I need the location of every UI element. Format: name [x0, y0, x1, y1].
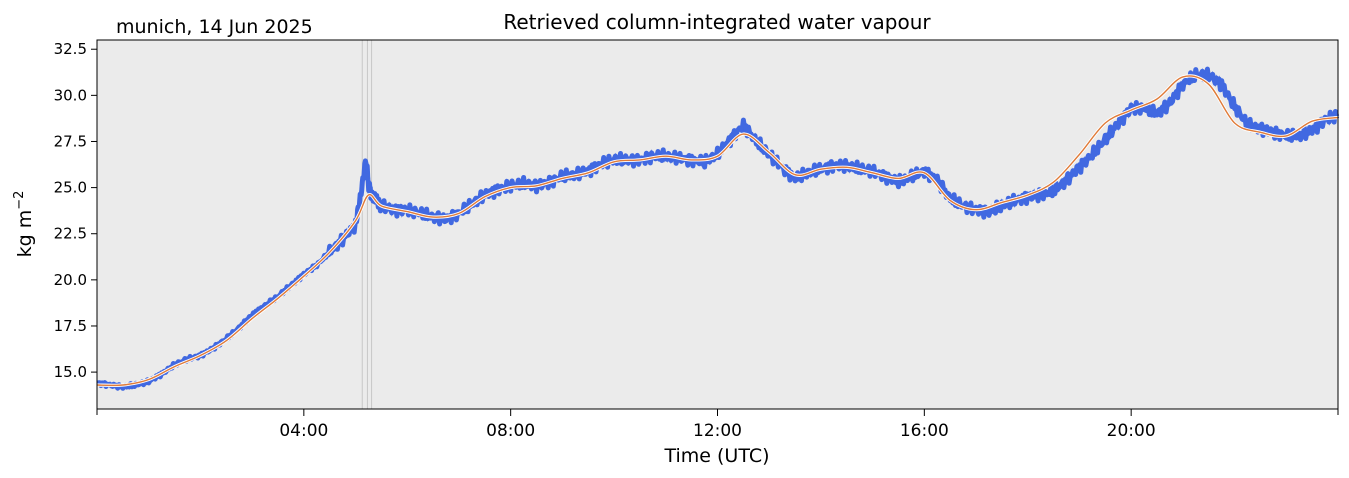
y-axis-title-exponent: −2 — [12, 191, 27, 210]
y-tick-label-4: 25.0 — [54, 179, 87, 197]
x-axis-title: Time (UTC) — [663, 445, 769, 467]
x-tick-label-0: 04:00 — [279, 421, 328, 441]
x-tick-label-1: 08:00 — [486, 421, 535, 441]
y-axis-title-base: kg m — [14, 210, 36, 258]
flag-lines — [361, 40, 373, 409]
series-layer — [95, 66, 1340, 391]
y-tick-label-1: 17.5 — [54, 317, 87, 335]
site-date-label: munich, 14 Jun 2025 — [116, 16, 313, 38]
y-tick-label-7: 32.5 — [54, 40, 87, 58]
x-tick-label-2: 12:00 — [693, 421, 742, 441]
x-axis: 04:00 08:00 12:00 16:00 20:00 — [96, 409, 1339, 441]
plot-area — [97, 40, 1338, 409]
y-tick-label-2: 20.0 — [54, 271, 87, 289]
y-tick-label-6: 30.0 — [54, 86, 87, 104]
series-smoothed-line — [96, 75, 1339, 387]
chart-title: Retrieved column-integrated water vapour — [503, 10, 931, 34]
y-tick-label-0: 15.0 — [54, 363, 87, 381]
y-tick-label-3: 22.5 — [54, 225, 87, 243]
x-tick-label-4: 20:00 — [1107, 421, 1156, 441]
y-tick-label-5: 27.5 — [54, 132, 87, 150]
x-tick-label-3: 16:00 — [900, 421, 949, 441]
y-axis-title: kg m−2 — [12, 191, 36, 258]
y-axis: 15.0 17.5 20.0 22.5 25.0 27.5 30.0 32.5 — [54, 40, 97, 381]
